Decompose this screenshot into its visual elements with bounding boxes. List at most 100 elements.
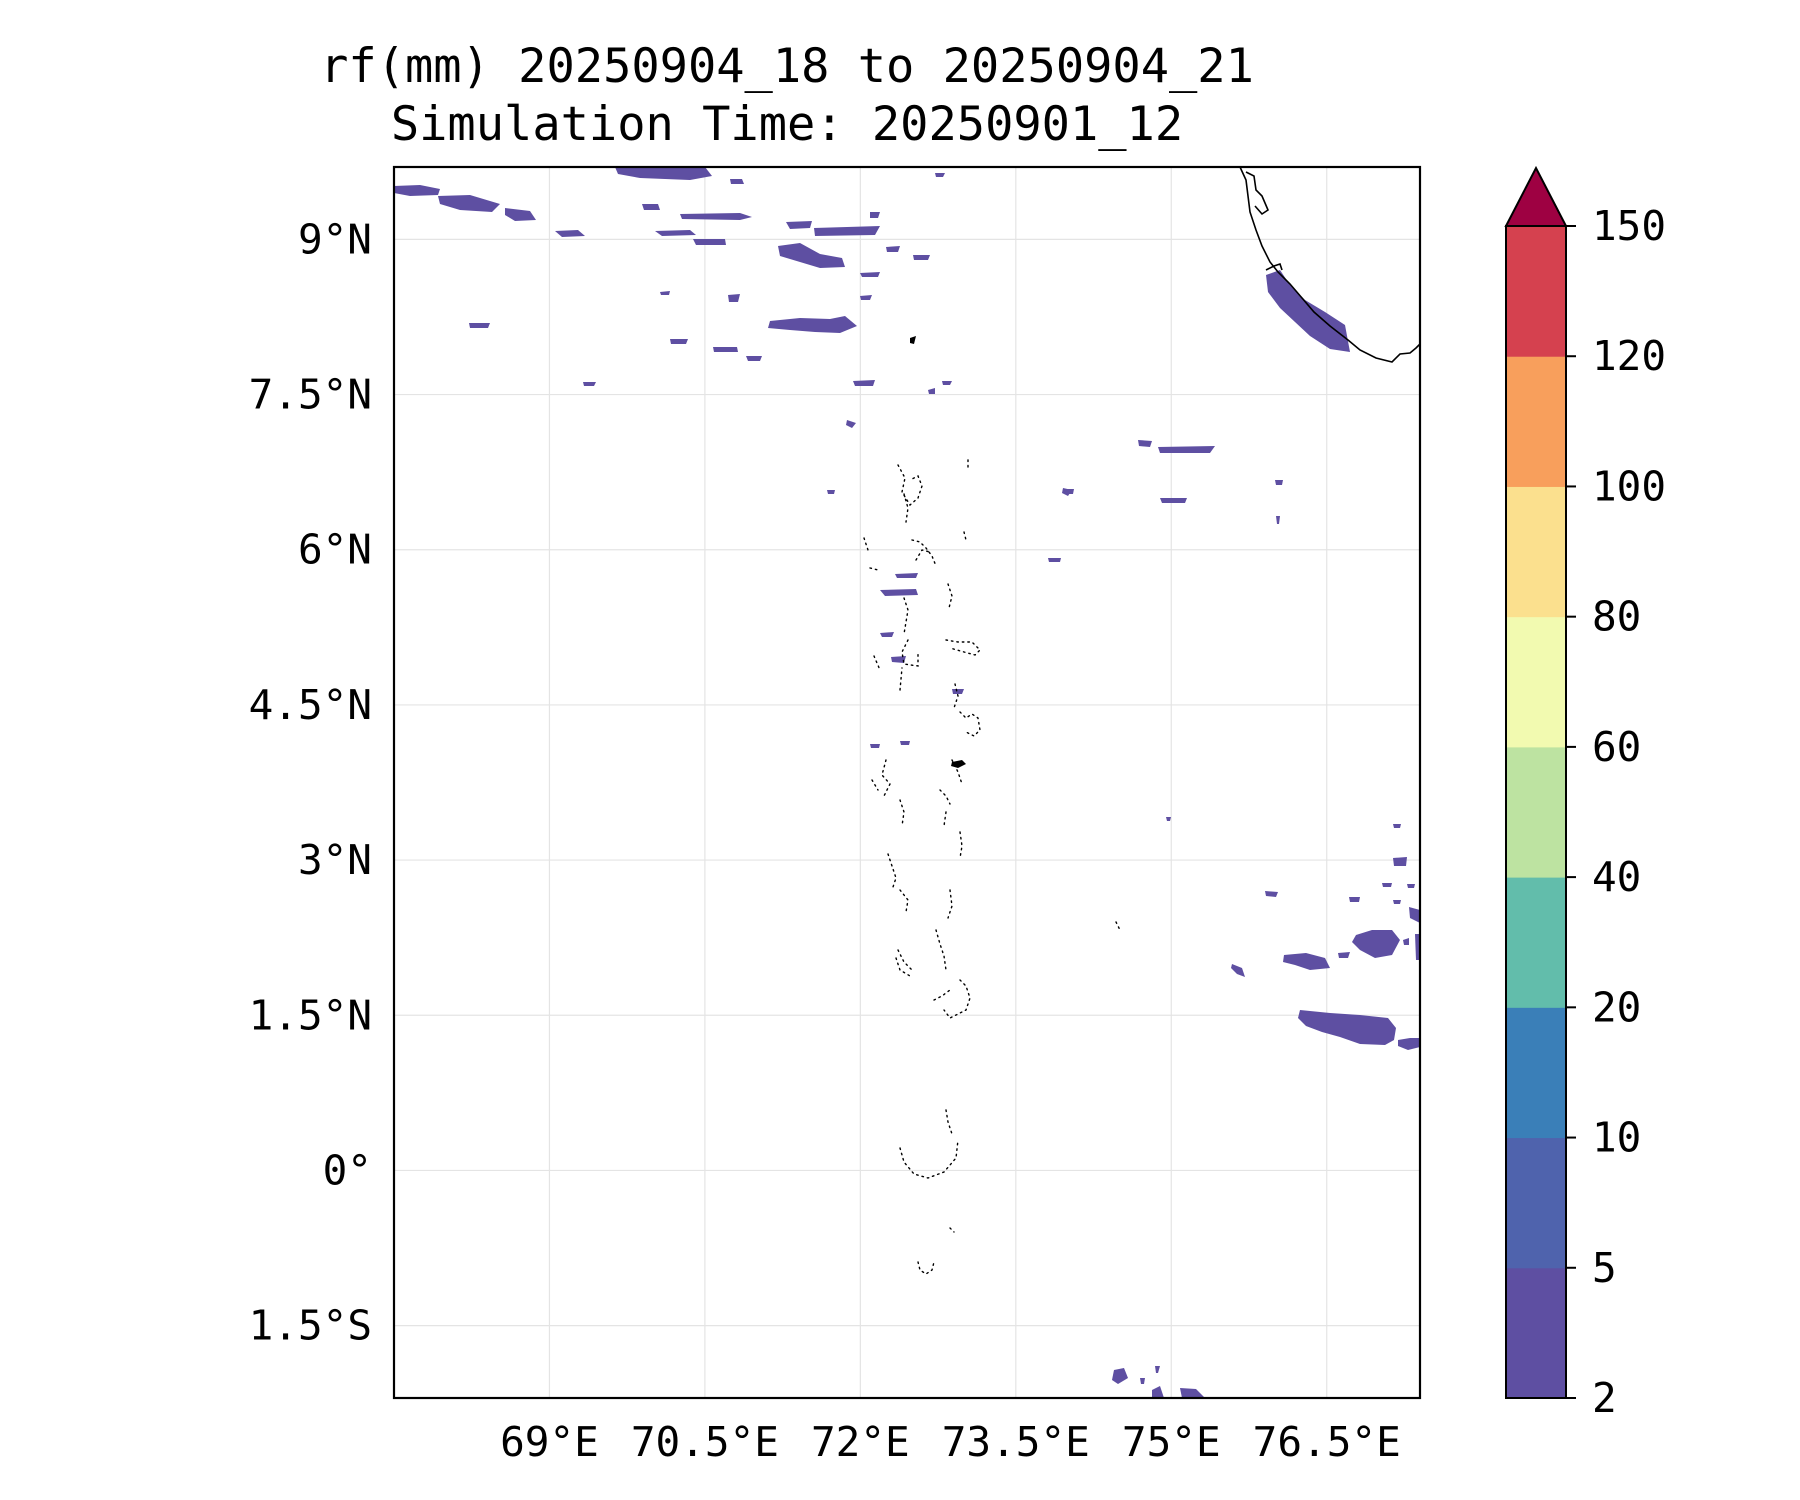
rain-area [394, 185, 440, 196]
colorbar: 2 5 10 20 40 60 80 100 120 150 [1504, 165, 1666, 1422]
atoll-outline [903, 493, 909, 523]
india-coast-detail [1265, 262, 1283, 271]
atoll-outline [897, 464, 923, 507]
india-coast-detail [1245, 171, 1269, 216]
rain-area [853, 380, 875, 386]
rain-area [895, 573, 918, 578]
title-line-2: Simulation Time: 20250901_12 [391, 97, 1183, 152]
coastline [1239, 166, 1421, 363]
atoll-outline [945, 639, 981, 656]
rain-area [1140, 1378, 1145, 1384]
atoll-outline [873, 655, 881, 671]
atoll-outline [943, 811, 947, 827]
rain-area [846, 420, 856, 428]
rain-area [1393, 857, 1407, 866]
atoll-outline [947, 889, 953, 919]
rain-area [891, 656, 906, 663]
colorbar-frame [1505, 225, 1567, 1399]
rain-area [1048, 558, 1061, 562]
rain-area [1155, 1366, 1160, 1373]
rain-area [1352, 930, 1400, 958]
lat-tick-label: 1.5°S [249, 1302, 372, 1350]
rain-area [728, 294, 740, 302]
atoll-outline [901, 639, 919, 667]
rain-area [505, 208, 536, 221]
atoll-outline [949, 1227, 955, 1233]
rain-area [713, 347, 738, 352]
rain-area [827, 490, 835, 494]
colorbar-segment [1506, 616, 1566, 748]
colorbar-tick-label: 40 [1592, 853, 1641, 901]
rain-area [1138, 440, 1152, 447]
rain-area [768, 316, 857, 333]
rain-area [1112, 1368, 1128, 1384]
lat-tick-label: 3°N [298, 836, 372, 884]
atoll-outline [899, 667, 903, 691]
rain-area [746, 356, 762, 361]
rain-area [900, 741, 910, 745]
rain-area [655, 230, 696, 236]
lat-tick-label: 0° [323, 1146, 372, 1194]
rain-area [880, 632, 894, 637]
rain-area [670, 339, 688, 344]
colorbar-tick-label: 2 [1592, 1374, 1617, 1422]
rain-area [913, 255, 930, 260]
atoll-outline [959, 711, 981, 737]
lon-tick-label: 76.5°E [1253, 1418, 1401, 1466]
rain-area [1382, 883, 1392, 887]
lon-tick-label: 73.5°E [942, 1418, 1090, 1466]
rain-area [1409, 907, 1420, 923]
island [951, 760, 966, 768]
colorbar-extend-arrow [1504, 165, 1568, 227]
map-frame [392, 165, 1422, 1400]
rain-area [870, 744, 880, 748]
lat-tick-label: 9°N [298, 215, 372, 263]
colorbar-segment [1506, 1007, 1566, 1139]
rain-area [730, 179, 744, 184]
atoll-outline [903, 597, 909, 635]
colorbar-segment [1506, 486, 1566, 618]
colorbar-segment [1506, 226, 1566, 357]
atoll-outline [899, 799, 905, 827]
rain-area [438, 195, 500, 212]
island [910, 336, 916, 344]
rain-area [814, 226, 880, 236]
lat-tick-label: 7.5°N [249, 371, 372, 419]
atoll-outline [945, 1109, 953, 1135]
atoll-outline [871, 779, 879, 791]
lon-tick-label: 69°E [500, 1418, 599, 1466]
rain-area [1415, 934, 1420, 960]
lon-tick-label: 75°E [1122, 1418, 1221, 1466]
map-panel [392, 165, 1422, 1400]
rain-area [880, 589, 918, 596]
atoll-outline [869, 567, 879, 571]
rain-area [583, 382, 596, 386]
rain-area [942, 381, 952, 385]
rain-area [952, 689, 964, 694]
rain-area [660, 291, 670, 295]
colorbar-segment [1506, 746, 1566, 878]
rain-area [1403, 938, 1409, 945]
colorbar-segment [1506, 356, 1566, 487]
rain-area [860, 272, 880, 277]
atoll-outline [959, 831, 963, 859]
rain-area [1398, 1038, 1420, 1050]
rain-area [1160, 498, 1187, 503]
rain-area [928, 388, 935, 394]
lat-tick-label: 4.5°N [249, 681, 372, 729]
rain-area [1265, 891, 1278, 897]
latitude-ticks: 9°N 7.5°N 6°N 4.5°N 3°N 1.5°N 0° 1.5°S [249, 215, 372, 1349]
atoll-outline [895, 957, 911, 977]
rain-area [1266, 270, 1350, 352]
india-coastline [1239, 166, 1421, 363]
rain-area [693, 239, 726, 245]
lat-tick-label: 1.5°N [249, 991, 372, 1039]
atoll-outline [915, 549, 931, 561]
atoll-outline [917, 1261, 935, 1275]
atoll-outline [947, 583, 953, 609]
lon-tick-label: 70.5°E [631, 1418, 779, 1466]
rain-area [1338, 952, 1350, 958]
atoll-outline [899, 1139, 959, 1179]
atoll-outline [1115, 921, 1121, 931]
